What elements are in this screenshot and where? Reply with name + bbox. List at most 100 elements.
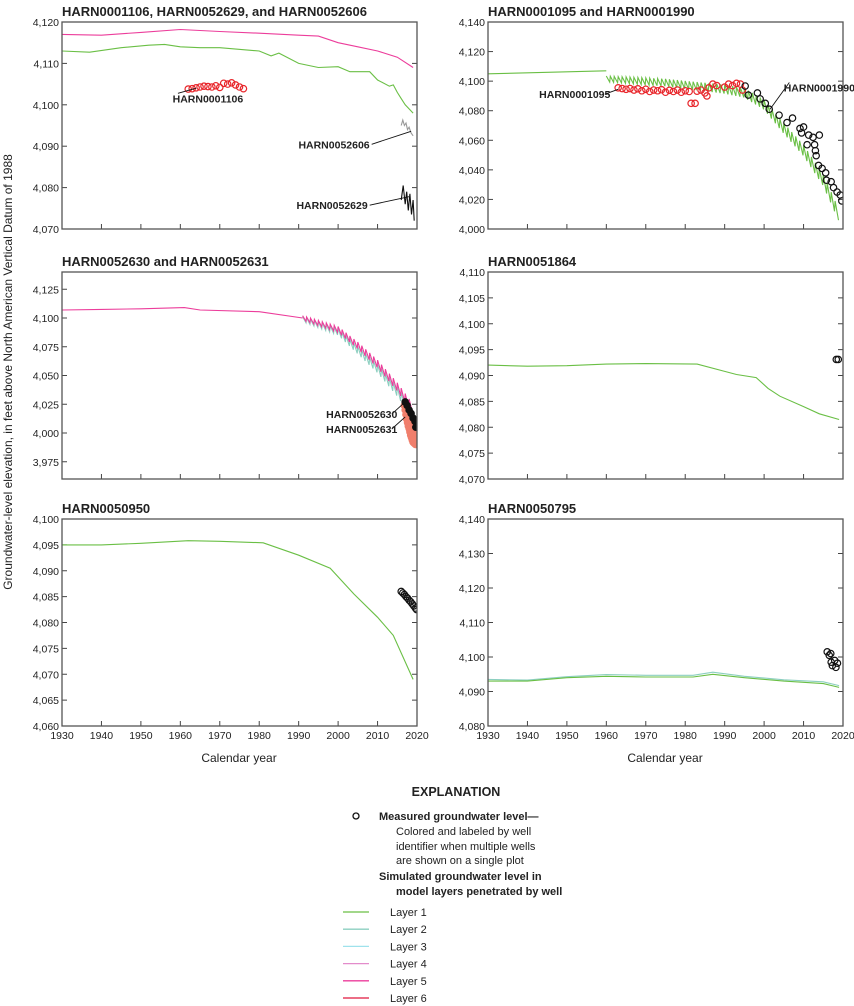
plot-frame: [487, 271, 844, 480]
legend-layer-label: Layer 3: [390, 941, 427, 953]
measured-point: [641, 85, 650, 94]
measured-point: [741, 82, 749, 90]
y-tick-label: 4,070: [459, 474, 485, 486]
measured-point: [215, 83, 224, 92]
measured-point: [691, 99, 699, 108]
measured-point: [614, 83, 622, 92]
measured-point: [657, 85, 666, 94]
series-line: [302, 316, 414, 418]
measured-point: [796, 124, 804, 133]
measured-point: [649, 86, 658, 94]
annotation-label: HARN0052606: [298, 139, 369, 151]
measured-point: [200, 82, 208, 90]
panel-title: HARN0001106, HARN0052629, and HARN005260…: [62, 4, 367, 19]
measured-point: [192, 84, 200, 92]
y-tick-label: 3,975: [33, 457, 59, 469]
x-tick-label: 1980: [674, 730, 698, 742]
measured-point: [231, 81, 240, 89]
legend: EXPLANATION Measured groundwater level— …: [343, 785, 562, 1005]
legend-layer-label: Layer 5: [390, 976, 427, 988]
panel-title: HARN0001095 and HARN0001990: [488, 4, 695, 19]
measured-point: [756, 95, 764, 103]
series-line: [400, 118, 414, 137]
measured-point: [788, 114, 797, 122]
measured-point: [204, 82, 212, 91]
y-tick-label: 4,140: [459, 17, 485, 29]
x-tick-label: 1930: [50, 730, 74, 742]
legend-title: EXPLANATION: [412, 785, 501, 799]
measured-point: [744, 91, 753, 99]
y-axis-label: Groundwater-level elevation, in feet abo…: [1, 154, 15, 590]
y-tick-label: 4,080: [459, 422, 485, 434]
x-axis-label-left: Calendar year: [201, 751, 276, 765]
measured-point: [703, 92, 711, 100]
y-tick-label: 4,100: [33, 514, 59, 526]
y-tick-label: 4,080: [33, 618, 59, 630]
x-tick-label: 1980: [248, 730, 272, 742]
measured-point: [227, 79, 236, 87]
x-tick-label: 1990: [713, 730, 737, 742]
y-tick-label: 4,095: [459, 345, 485, 357]
y-tick-label: 4,065: [33, 695, 59, 707]
y-tick-label: 4,110: [460, 267, 486, 279]
measured-point: [673, 86, 682, 94]
y-tick-label: 4,120: [459, 47, 485, 59]
measured-point: [833, 659, 842, 668]
y-tick-label: 4,080: [33, 183, 59, 195]
annotation-leader-line: [769, 82, 790, 110]
measured-point: [803, 140, 811, 149]
annotation-leader-line: [604, 88, 619, 95]
measured-point: [829, 183, 838, 192]
measured-point: [645, 87, 654, 96]
plot-area: [488, 648, 842, 688]
measured-point: [630, 86, 638, 94]
measured-point: [622, 85, 630, 94]
measured-point: [618, 84, 626, 93]
y-tick-label: 4,100: [33, 313, 59, 325]
y-tick-label: 4,075: [459, 448, 485, 460]
plot-area: [62, 540, 417, 680]
y-tick-label: 4,050: [33, 371, 59, 383]
x-tick-label: 2010: [366, 730, 390, 742]
measured-point: [626, 84, 634, 93]
panel-title: HARN0050795: [488, 501, 576, 516]
series-line: [400, 185, 415, 221]
y-tick-label: 4,120: [33, 17, 59, 29]
y-tick-label: 4,090: [33, 566, 59, 578]
chart-panel: HARN0050950 4,060 4,065 4,070 4,075 4,080 4,08…: [33, 501, 429, 742]
series-line: [62, 307, 303, 319]
series-line: [488, 70, 607, 75]
measured-point: [412, 434, 417, 443]
plot-area: [488, 70, 843, 221]
measured-point: [811, 146, 820, 155]
measured-point: [212, 81, 220, 90]
legend-simulated-label-2: model layers penetrated by well: [396, 886, 562, 898]
annotation-label: HARN0001106: [173, 93, 244, 105]
chart-panel: HARN0001106, HARN0052629, and HARN005260…: [33, 4, 418, 236]
y-tick-label: 4,060: [33, 721, 59, 733]
y-tick-label: 4,140: [459, 514, 485, 526]
x-tick-label: 1940: [90, 730, 114, 742]
y-tick-label: 4,085: [33, 592, 59, 604]
plot-frame: [487, 518, 844, 727]
y-tick-label: 4,000: [33, 428, 59, 440]
plot-frame: [61, 21, 418, 230]
plot-frame: [487, 21, 844, 230]
annotation-label: HARN0052629: [296, 200, 367, 212]
legend-measured-desc-3: are shown on a single plot: [396, 855, 524, 867]
annotation-leader-line: [391, 416, 406, 430]
measured-point: [821, 169, 830, 177]
measured-point: [832, 663, 840, 672]
legend-measured-label: Measured groundwater level—: [379, 811, 539, 823]
y-tick-label: 4,070: [33, 669, 59, 681]
chart-panel: HARN0052630 and HARN0052631 3,975 4,000 4,0…: [33, 254, 418, 480]
series-line: [62, 28, 414, 68]
measured-point: [799, 123, 808, 131]
plot-frame: [61, 271, 418, 480]
measured-point: [753, 89, 762, 97]
measured-point: [825, 651, 833, 660]
y-tick-label: 4,080: [459, 106, 485, 118]
measured-point: [223, 80, 232, 88]
y-tick-label: 4,075: [33, 643, 59, 655]
y-tick-label: 4,090: [33, 141, 59, 153]
